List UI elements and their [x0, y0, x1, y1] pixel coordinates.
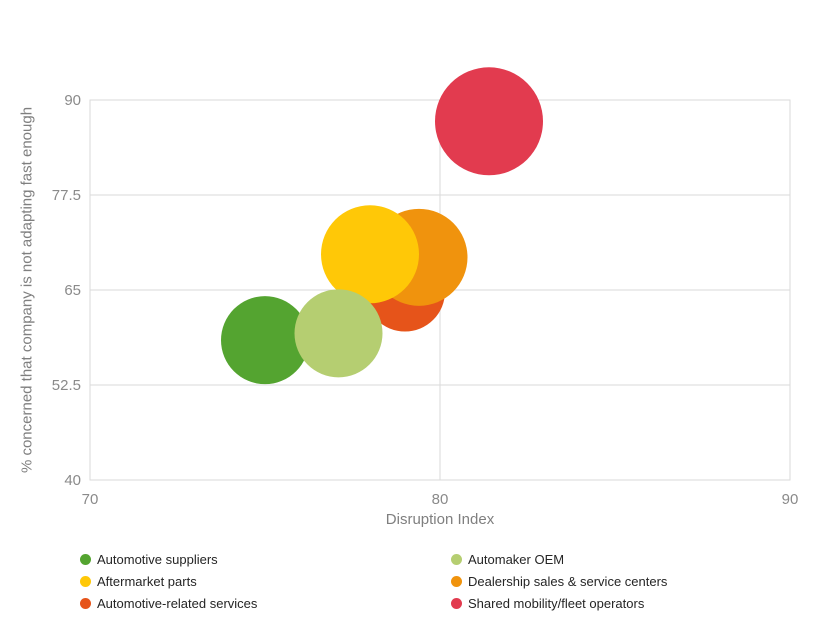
legend-dot-icon — [80, 575, 91, 587]
x-tick-label: 80 — [432, 491, 449, 508]
legend-dot-icon — [451, 553, 462, 565]
legend-item-automotive-suppliers[interactable]: Automotive suppliers — [80, 548, 257, 570]
y-tick-label: 90 — [64, 92, 81, 109]
y-tick-label: 77.5 — [52, 187, 81, 204]
bubble-automaker-oem[interactable] — [294, 289, 383, 378]
bubble-aftermarket-parts[interactable] — [321, 205, 419, 304]
x-tick-label: 90 — [782, 491, 799, 508]
legend-label: Aftermarket parts — [97, 573, 197, 589]
legend-label: Shared mobility/fleet operators — [468, 595, 645, 611]
y-tick-label: 40 — [64, 472, 81, 489]
y-tick-label: 65 — [64, 282, 81, 299]
legend-item-shared-mobility-fleet-operators[interactable]: Shared mobility/fleet operators — [451, 592, 667, 614]
legend-label: Automotive-related services — [97, 595, 258, 611]
x-axis-title: Disruption Index — [385, 511, 495, 528]
y-tick-label: 52.5 — [52, 377, 81, 394]
legend-label: Automaker OEM — [468, 551, 565, 567]
legend-item-aftermarket-parts[interactable]: Aftermarket parts — [80, 570, 257, 592]
legend-column-1: Automotive suppliers Aftermarket parts Aut… — [80, 548, 257, 614]
bubble-shared-mobility-fleet-operators[interactable] — [435, 67, 543, 176]
legend-item-dealership-sales-service-centers[interactable]: Dealership sales & service centers — [451, 570, 667, 592]
legend-column-2: Automaker OEM Dealership sales & service … — [451, 548, 667, 614]
legend-label: Dealership sales & service centers — [468, 573, 668, 589]
bubble-automotive-suppliers[interactable] — [221, 296, 309, 385]
legend-dot-icon — [80, 553, 91, 565]
legend-dot-icon — [451, 575, 462, 587]
legend-item-automaker-oem[interactable]: Automaker OEM — [451, 548, 667, 570]
y-axis-title: % concerned that company is not adapting… — [18, 106, 36, 474]
legend-dot-icon — [80, 597, 91, 609]
legend-label: Automotive suppliers — [97, 551, 218, 567]
x-tick-label: 70 — [82, 491, 99, 508]
legend-dot-icon — [451, 597, 462, 609]
legend-item-automotive-related-services[interactable]: Automotive-related services — [80, 592, 257, 614]
